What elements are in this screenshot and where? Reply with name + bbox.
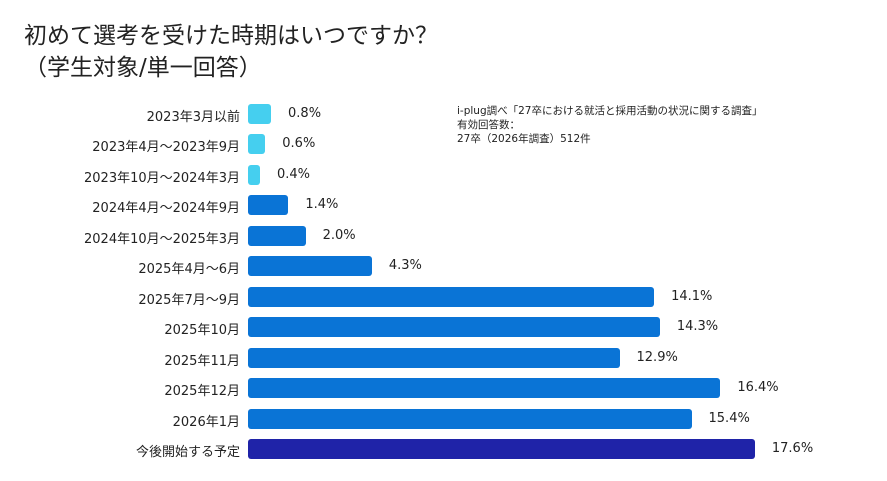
value-label: 14.1% [671,288,713,304]
sample-size-label: 有効回答数： [457,119,520,131]
value-label: 0.4% [277,166,311,182]
bar [248,347,620,368]
value-label: 14.3% [676,319,719,335]
value-label: 0.8% [288,106,322,121]
value-label: 2.0% [322,227,356,243]
bar [248,408,692,429]
category-label: 2024年10月～2025年3月 [84,231,240,247]
sample-size-value: 27卒（2026年調査）512件 [457,133,591,145]
source-line: i-plug調べ「27卒における就活と採用活動の状況に関する調査」 [457,105,763,117]
value-label: 12.9% [636,349,678,365]
category-label: 2025年11月 [164,353,240,369]
chart-title: 初めて選考を受けた時期はいつですか？ （学生対象/単一回答） [24,20,438,84]
value-label: 16.4% [737,380,779,396]
source-note: i-plug調べ「27卒における就活と採用活動の状況に関する調査」 有効回答数：… [457,104,762,146]
value-label: 1.4% [305,197,339,213]
value-label: 0.6% [282,136,316,152]
category-label: 2026年1月 [172,414,240,430]
category-label: 2023年3月以前 [146,110,240,125]
bar [248,195,289,216]
bar [248,438,755,459]
category-label: 2023年10月～2024年3月 [84,170,240,186]
chart-title-main: 初めて選考を受けた時期はいつですか？ [24,23,438,49]
bar [248,134,266,155]
bar [248,256,372,277]
bar [248,317,660,338]
bar [248,104,272,124]
value-label: 17.6% [771,440,814,456]
category-label: 2025年4月～6月 [138,262,240,278]
category-label: 2025年12月 [164,384,240,400]
bar [248,286,655,307]
category-label: 2023年4月～2023年9月 [92,140,240,156]
chart-subtitle: （学生対象/単一回答） [24,55,262,81]
category-label: 今後開始する予定 [135,444,240,460]
category-label: 2025年10月 [164,323,240,339]
category-label: 2025年7月～9月 [138,292,240,308]
bar [248,378,721,399]
value-label: 15.4% [708,410,750,426]
bar [248,164,260,185]
category-label: 2024年4月～2024年9月 [92,201,240,217]
value-label: 4.3% [388,258,422,274]
bar [248,225,306,246]
